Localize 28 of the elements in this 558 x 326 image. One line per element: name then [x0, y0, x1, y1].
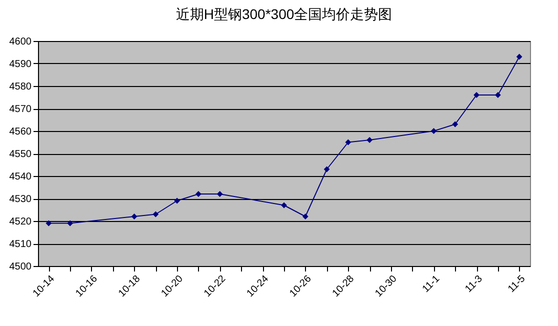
y-tick-label: 4600: [9, 36, 32, 48]
y-tick-label: 4570: [9, 104, 32, 115]
point: [67, 220, 74, 226]
y-tick-label: 4520: [9, 216, 32, 228]
point: [195, 191, 202, 197]
point: [281, 202, 287, 208]
point: [302, 214, 308, 220]
y-tick-label: 4550: [9, 149, 32, 160]
point: [152, 211, 159, 218]
x-tick-label: 11-1: [420, 273, 442, 295]
y-tick-label: 4590: [9, 59, 32, 70]
point: [46, 220, 52, 226]
y-tick-label: 4540: [9, 172, 32, 182]
point: [216, 191, 223, 197]
chart-title: 近期H型钢300*300全国均价走势图: [176, 6, 392, 22]
point: [131, 214, 138, 220]
point: [516, 54, 522, 60]
y-tick-label: 4530: [9, 194, 32, 205]
point: [174, 198, 180, 204]
y-tick-label: 4580: [9, 82, 32, 92]
y-tick-label: 4510: [9, 239, 32, 250]
x-tick-label: 11-3: [463, 273, 486, 295]
y-tick-label: 4500: [9, 262, 32, 272]
point: [345, 139, 352, 146]
point: [366, 137, 373, 143]
point: [430, 128, 437, 134]
y-tick-label: 4560: [9, 126, 32, 138]
point: [452, 121, 458, 128]
